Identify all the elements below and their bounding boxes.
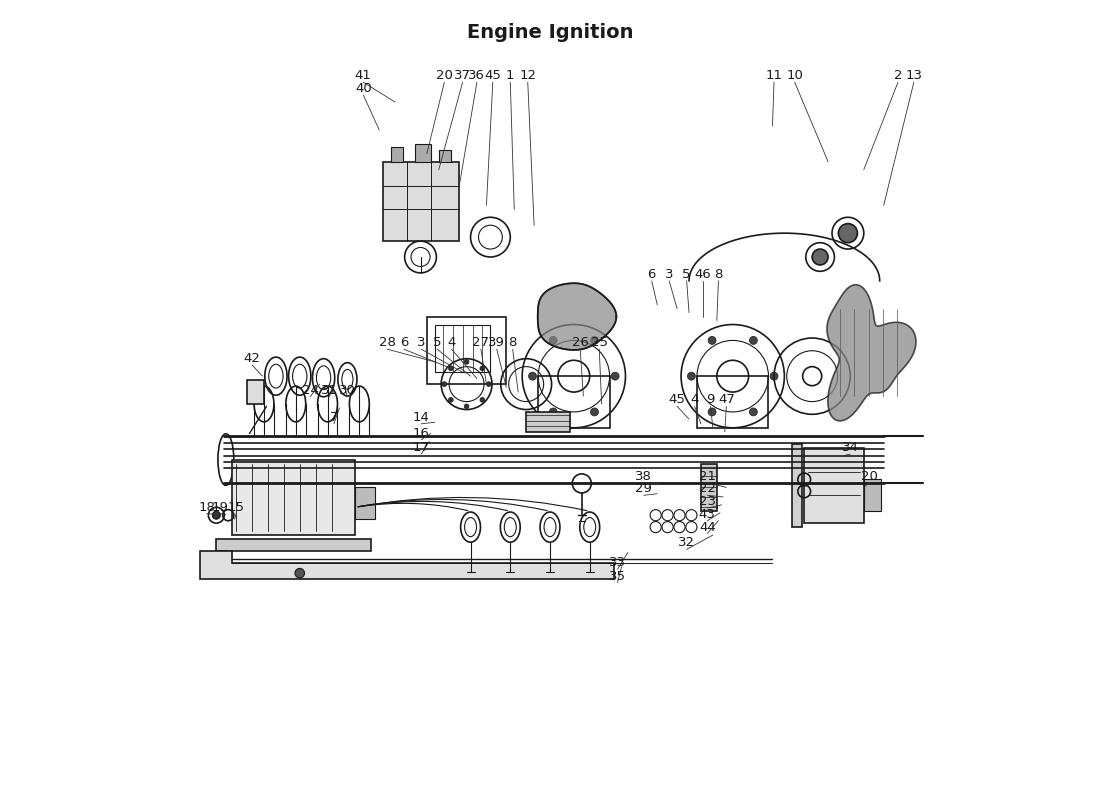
Bar: [427, 317, 506, 384]
Text: 42: 42: [243, 352, 261, 365]
Text: 34: 34: [842, 441, 859, 454]
Text: Engine Ignition: Engine Ignition: [466, 22, 634, 42]
Bar: [217, 539, 372, 551]
Text: 36: 36: [469, 70, 485, 82]
Bar: [439, 150, 451, 162]
Circle shape: [464, 404, 469, 409]
Polygon shape: [538, 283, 616, 350]
Text: 47: 47: [718, 394, 735, 406]
Text: 33: 33: [609, 556, 626, 570]
Bar: [415, 144, 431, 162]
Circle shape: [591, 408, 598, 416]
Text: 13: 13: [905, 70, 923, 82]
Text: 20: 20: [861, 470, 878, 482]
Text: 2: 2: [893, 70, 902, 82]
Text: 5: 5: [682, 268, 691, 281]
Circle shape: [549, 337, 558, 344]
Text: 9: 9: [706, 394, 715, 406]
Text: 45: 45: [669, 394, 685, 406]
Text: 46: 46: [694, 268, 711, 281]
Text: 21: 21: [698, 470, 716, 482]
Circle shape: [449, 366, 453, 370]
Text: 27: 27: [472, 336, 490, 350]
Text: 4: 4: [691, 394, 698, 406]
Polygon shape: [827, 285, 916, 421]
Bar: [864, 479, 881, 511]
Text: 4: 4: [448, 336, 455, 350]
Circle shape: [688, 372, 695, 380]
Bar: [792, 444, 802, 527]
Text: 45: 45: [484, 70, 502, 82]
Bar: [697, 376, 769, 428]
Text: 39: 39: [488, 336, 505, 350]
Text: 32: 32: [678, 537, 695, 550]
Circle shape: [749, 337, 757, 344]
Text: 6: 6: [648, 268, 656, 281]
Text: 38: 38: [636, 470, 652, 482]
Bar: [355, 487, 375, 519]
Text: 44: 44: [698, 521, 716, 534]
Circle shape: [529, 372, 537, 380]
Text: 11: 11: [766, 70, 782, 82]
Circle shape: [212, 511, 220, 519]
Circle shape: [480, 366, 485, 370]
Text: 43: 43: [698, 508, 716, 521]
Text: 41: 41: [355, 70, 372, 82]
Bar: [804, 448, 864, 523]
Circle shape: [295, 569, 305, 578]
Text: 26: 26: [572, 336, 588, 350]
Circle shape: [449, 398, 453, 402]
Circle shape: [464, 359, 469, 364]
Text: 8: 8: [508, 336, 517, 350]
Text: 6: 6: [399, 336, 408, 350]
Text: 35: 35: [609, 570, 626, 583]
Text: 7: 7: [330, 411, 338, 424]
Circle shape: [708, 337, 716, 344]
Text: 17: 17: [412, 441, 430, 454]
Text: 1: 1: [506, 70, 515, 82]
Text: 29: 29: [636, 482, 652, 495]
Text: 37: 37: [454, 70, 471, 82]
Text: 3: 3: [417, 336, 426, 350]
Text: 8: 8: [714, 268, 723, 281]
Bar: [434, 325, 491, 372]
Circle shape: [486, 382, 492, 386]
Circle shape: [480, 398, 485, 402]
Bar: [392, 147, 403, 162]
Text: 22: 22: [698, 482, 716, 495]
Bar: [246, 380, 264, 404]
Text: 23: 23: [698, 495, 716, 508]
Circle shape: [770, 372, 778, 380]
Circle shape: [708, 408, 716, 416]
Circle shape: [549, 408, 558, 416]
Circle shape: [612, 372, 619, 380]
Text: 10: 10: [786, 70, 803, 82]
Text: 15: 15: [228, 501, 244, 514]
Text: 16: 16: [412, 427, 430, 440]
Bar: [538, 376, 609, 428]
Bar: [701, 463, 717, 511]
Bar: [383, 162, 459, 241]
Text: 31: 31: [320, 384, 338, 397]
Text: 40: 40: [355, 82, 372, 95]
Text: 30: 30: [339, 384, 356, 397]
Circle shape: [838, 224, 858, 242]
Circle shape: [591, 337, 598, 344]
Text: 12: 12: [519, 70, 537, 82]
Bar: [232, 459, 355, 535]
Circle shape: [749, 408, 757, 416]
Text: 28: 28: [378, 336, 396, 350]
Text: 20: 20: [436, 70, 453, 82]
Circle shape: [812, 249, 828, 265]
Text: 24: 24: [301, 384, 319, 397]
Circle shape: [442, 382, 447, 386]
Text: 5: 5: [433, 336, 441, 350]
Text: 18: 18: [198, 501, 216, 514]
Text: 25: 25: [591, 336, 608, 350]
Text: 19: 19: [212, 501, 229, 514]
Bar: [526, 412, 570, 432]
Text: 14: 14: [412, 411, 430, 424]
Text: 3: 3: [664, 268, 673, 281]
Polygon shape: [200, 551, 614, 578]
